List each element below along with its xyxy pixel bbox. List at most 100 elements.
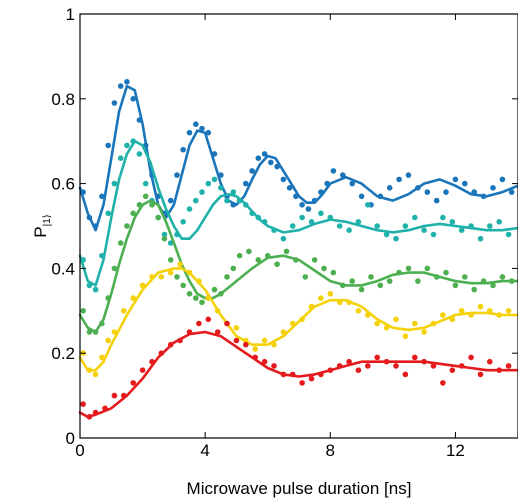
y-axis-title-subscript: |1⟩ — [42, 214, 53, 226]
data-point — [499, 176, 506, 183]
data-point — [105, 337, 111, 344]
data-point — [487, 358, 493, 365]
data-point — [246, 248, 252, 255]
data-point — [243, 180, 249, 187]
y-tick-label: 0.6 — [51, 175, 75, 194]
data-point — [193, 295, 199, 301]
data-point — [121, 308, 127, 314]
data-point — [508, 189, 515, 195]
data-point — [193, 121, 199, 127]
data-point — [130, 295, 136, 301]
data-point — [105, 210, 111, 217]
data-point — [233, 325, 240, 331]
data-point — [430, 363, 437, 369]
data-point — [299, 214, 305, 221]
data-point — [158, 274, 165, 280]
data-point — [374, 354, 381, 361]
data-point — [424, 265, 431, 272]
data-point — [224, 320, 230, 327]
data-point — [130, 96, 136, 102]
data-point — [92, 371, 99, 378]
data-point — [355, 367, 362, 374]
data-point — [224, 197, 230, 204]
data-point — [117, 240, 124, 246]
data-point — [377, 282, 384, 289]
data-point — [468, 354, 474, 361]
data-point — [205, 180, 212, 187]
fit-curve — [78, 84, 518, 232]
y-tick-label: 0.2 — [51, 344, 75, 363]
series-3 — [78, 261, 518, 378]
data-point — [449, 367, 456, 374]
data-point — [349, 180, 356, 187]
data-point — [393, 363, 399, 369]
data-point — [496, 219, 503, 225]
data-point — [365, 202, 371, 208]
data-point — [230, 265, 237, 272]
data-point — [505, 363, 512, 369]
y-tick-label: 0.8 — [51, 90, 75, 109]
data-point — [111, 265, 118, 272]
data-point — [280, 176, 287, 183]
fit-curve — [78, 267, 518, 372]
data-point — [236, 252, 243, 259]
data-point — [365, 363, 371, 369]
data-point — [180, 146, 186, 153]
data-point — [358, 193, 365, 200]
data-point — [421, 329, 427, 335]
data-point — [452, 282, 459, 289]
data-point — [105, 142, 111, 149]
y-tick-label: 0 — [66, 429, 75, 448]
data-point — [177, 261, 183, 268]
data-point — [180, 219, 186, 225]
data-point — [462, 274, 468, 280]
data-point — [393, 235, 399, 242]
data-point — [386, 185, 393, 191]
data-point — [308, 375, 315, 382]
data-point — [80, 308, 86, 314]
data-point — [430, 231, 437, 238]
data-point — [321, 265, 327, 272]
data-point — [111, 180, 118, 187]
data-point — [402, 333, 409, 340]
data-point — [302, 274, 309, 280]
data-point — [180, 282, 186, 289]
data-point — [99, 354, 105, 361]
series-2 — [78, 193, 518, 335]
series-4 — [78, 316, 518, 420]
data-point — [249, 168, 255, 174]
data-point — [211, 176, 218, 183]
data-point — [368, 274, 374, 280]
data-point — [499, 274, 506, 280]
data-point — [505, 308, 512, 314]
data-point — [268, 159, 274, 166]
data-point — [477, 235, 484, 242]
data-point — [255, 257, 262, 263]
data-point — [167, 257, 174, 263]
data-point — [393, 316, 399, 323]
y-axis-title: P|1⟩ — [31, 214, 53, 238]
data-point — [305, 206, 312, 212]
data-point — [355, 219, 362, 225]
data-point — [199, 189, 205, 195]
data-point — [330, 269, 337, 276]
data-point — [318, 210, 324, 217]
data-point — [117, 155, 124, 161]
data-point — [412, 214, 418, 221]
data-point — [233, 337, 240, 344]
data-point — [477, 303, 484, 310]
data-point — [349, 278, 356, 284]
data-point — [167, 269, 174, 276]
data-point — [161, 235, 168, 242]
data-point — [358, 286, 365, 293]
y-tick-label: 0.4 — [51, 259, 75, 278]
y-axis-title-main: P — [31, 226, 50, 237]
data-point — [243, 341, 249, 348]
x-axis-title: Microwave pulse duration [ns] — [187, 479, 412, 498]
data-point — [346, 227, 352, 233]
data-point — [490, 185, 496, 191]
data-point — [230, 189, 237, 195]
data-point — [274, 261, 280, 268]
data-point — [318, 295, 324, 301]
